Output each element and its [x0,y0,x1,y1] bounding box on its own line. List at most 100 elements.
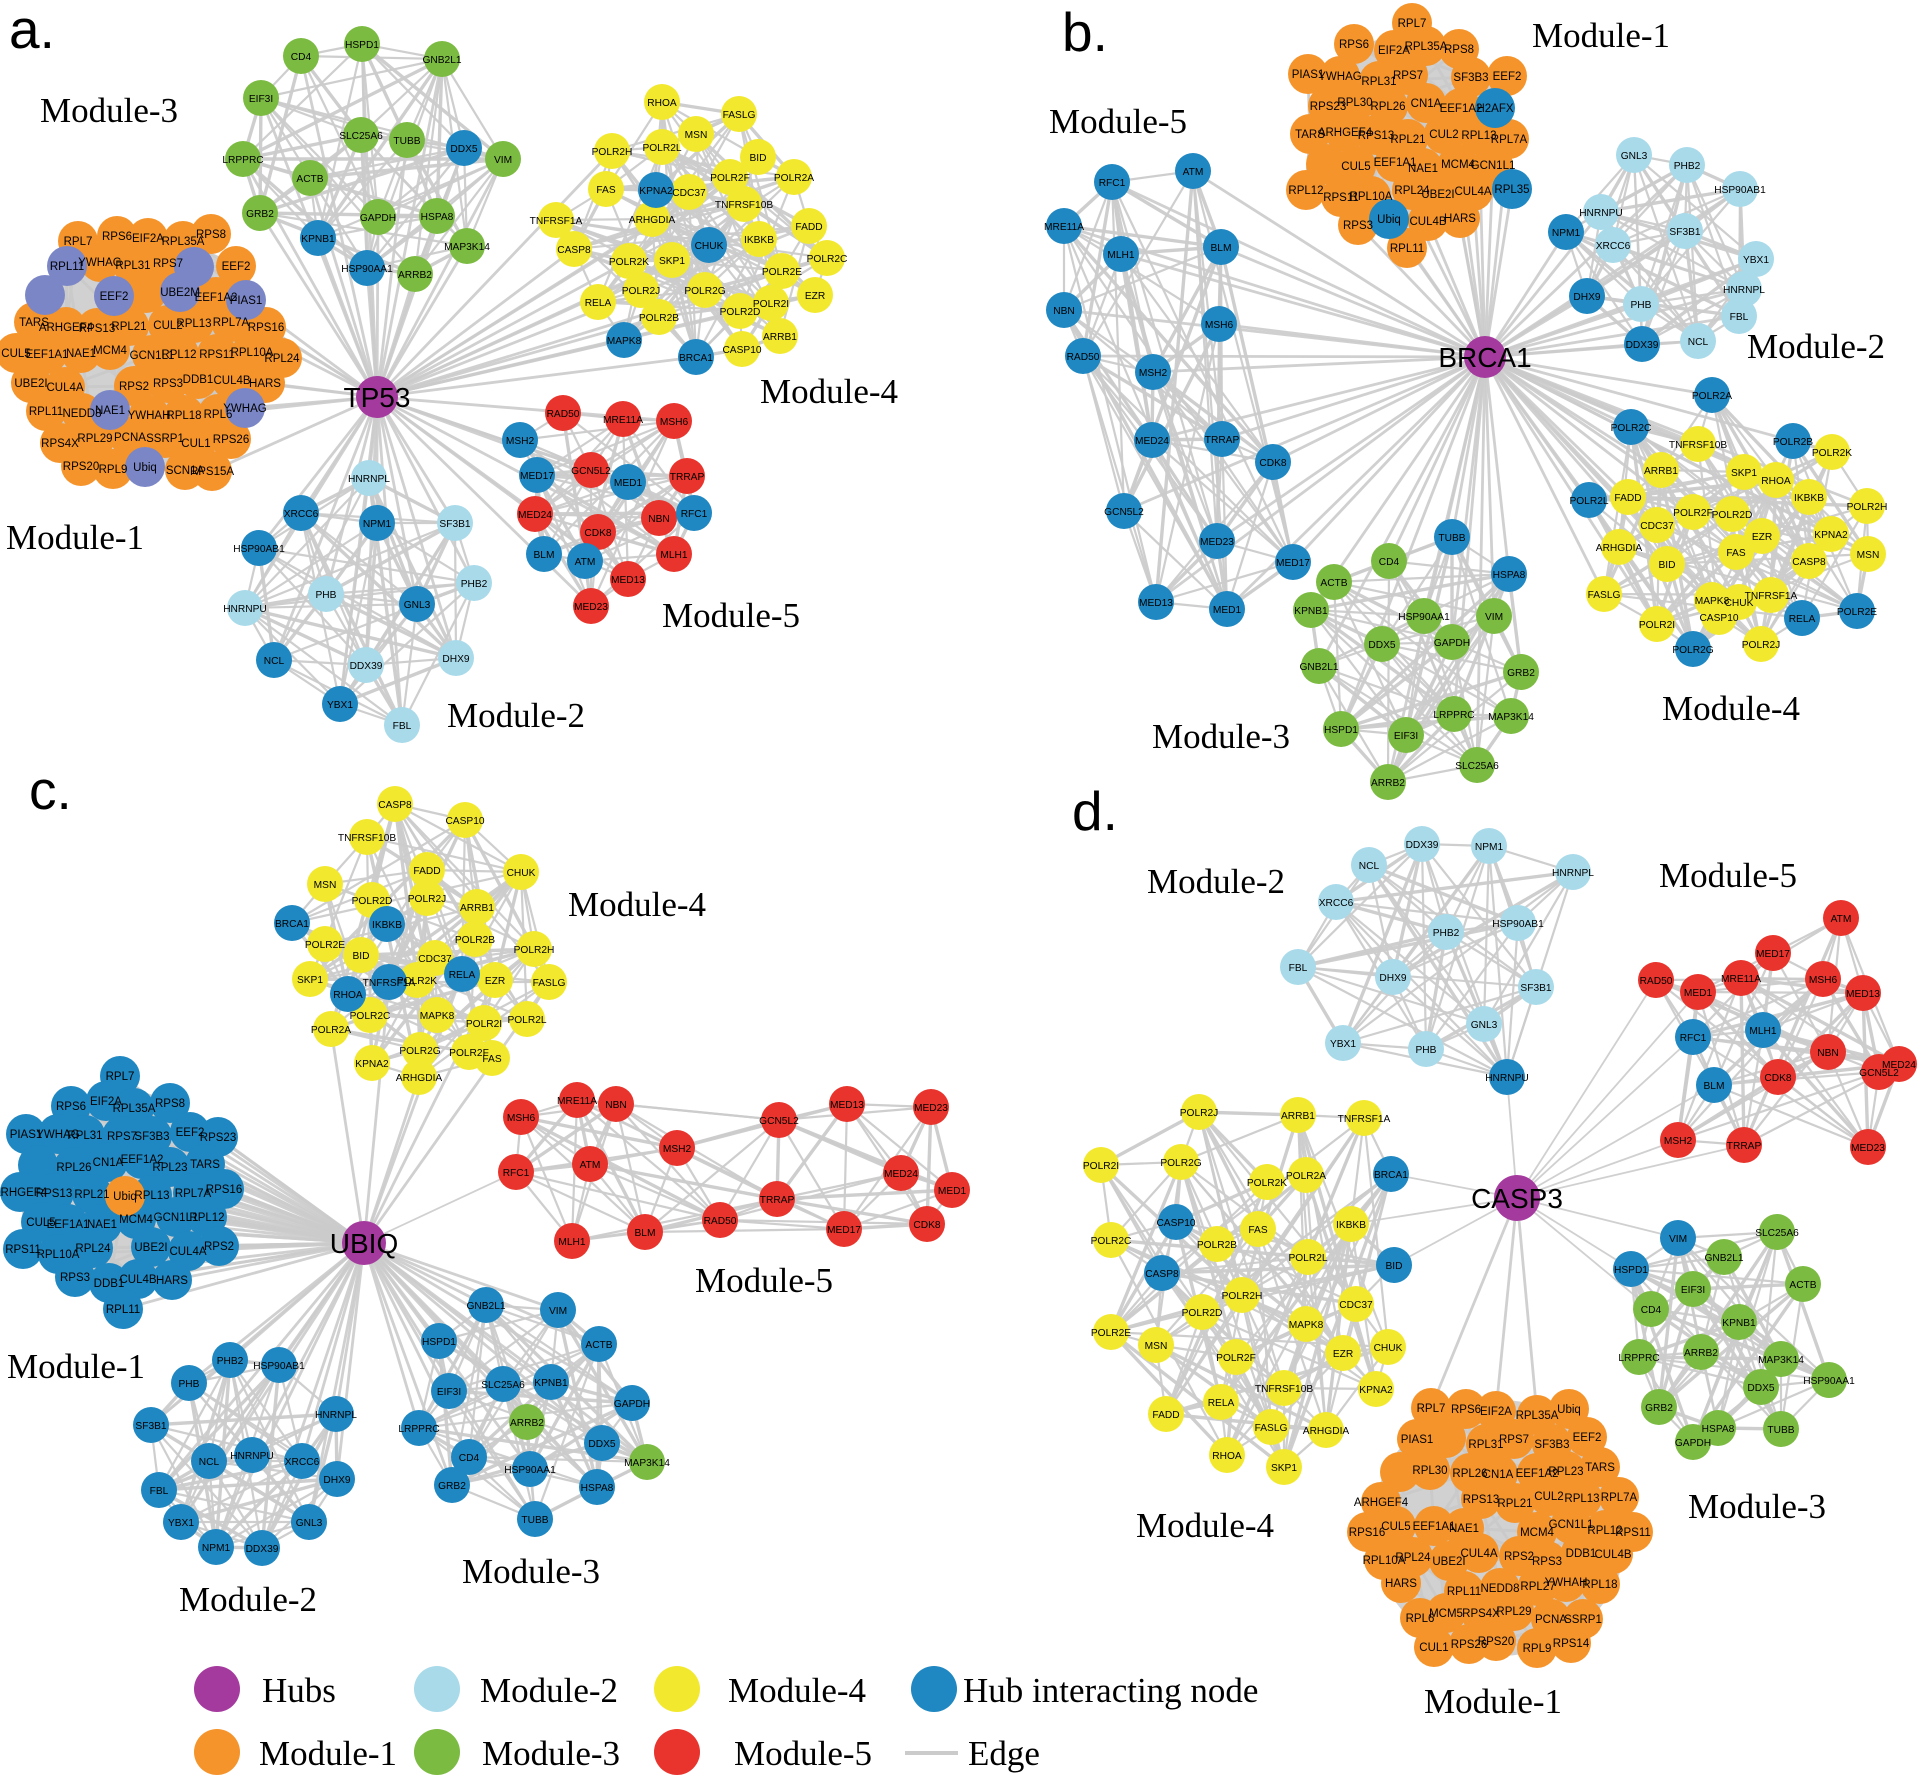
svg-text:RPL30: RPL30 [1412,1465,1447,1477]
svg-text:NPM1: NPM1 [202,1543,231,1554]
svg-text:RPS26: RPS26 [213,434,249,446]
svg-text:CDK8: CDK8 [1259,458,1287,469]
svg-text:MSH2: MSH2 [1664,1136,1693,1147]
svg-text:GAPDH: GAPDH [1675,1438,1711,1449]
svg-text:FASLG: FASLG [533,978,566,989]
svg-text:MAPK8: MAPK8 [420,1011,455,1022]
svg-text:BID: BID [750,153,767,164]
svg-text:HSP90AB1: HSP90AB1 [1714,185,1766,196]
svg-text:Module-5: Module-5 [1659,856,1797,895]
svg-text:POLR2D: POLR2D [1712,510,1753,521]
svg-text:RPL12: RPL12 [1587,1525,1622,1537]
svg-text:RPS6: RPS6 [1451,1404,1481,1416]
svg-text:NEDD8: NEDD8 [1481,1583,1520,1595]
svg-text:ARRB1: ARRB1 [763,332,797,343]
svg-text:MED13: MED13 [1846,989,1880,1000]
svg-text:MED13: MED13 [1139,598,1173,609]
svg-text:CUL5: CUL5 [1341,161,1370,173]
svg-text:CASP8: CASP8 [378,800,412,811]
svg-text:IKBKB: IKBKB [1794,493,1824,504]
svg-text:TRRAP: TRRAP [670,472,705,483]
svg-text:NPM1: NPM1 [1475,842,1504,853]
svg-text:POLR2C: POLR2C [1611,423,1652,434]
svg-text:CHUK: CHUK [507,868,536,879]
svg-text:HNRNPL: HNRNPL [348,474,390,485]
svg-text:ARHGEF4: ARHGEF4 [39,322,94,334]
svg-text:GRB2: GRB2 [1507,668,1535,679]
svg-text:PHB: PHB [316,590,337,601]
svg-text:POLR2C: POLR2C [350,1011,391,1022]
svg-text:GNB2L1: GNB2L1 [466,1301,505,1312]
svg-text:RPL27: RPL27 [1520,1581,1555,1593]
svg-text:Module-3: Module-3 [462,1552,600,1591]
svg-text:H2AFX: H2AFX [1476,103,1513,115]
svg-text:RPS7: RPS7 [1393,70,1423,82]
svg-text:GNL3: GNL3 [1621,151,1648,162]
svg-text:PIAS1: PIAS1 [1401,1434,1434,1446]
svg-text:BLM: BLM [635,1228,656,1239]
svg-text:RPL7: RPL7 [106,1071,135,1083]
svg-text:NAE1: NAE1 [95,405,125,417]
svg-text:TARS: TARS [19,317,49,329]
svg-text:SF3B3: SF3B3 [1534,1439,1569,1451]
svg-text:SSRP1: SSRP1 [146,433,184,445]
svg-text:CASP10: CASP10 [722,345,761,356]
svg-text:RPS2: RPS2 [1504,1551,1534,1563]
svg-text:TARS: TARS [190,1159,220,1171]
svg-text:HNRNPL: HNRNPL [1552,868,1594,879]
svg-text:RPS11: RPS11 [1323,192,1359,204]
svg-text:CUL4B: CUL4B [1594,1549,1631,1561]
svg-text:NAE1: NAE1 [1449,1523,1479,1535]
svg-text:RPL35: RPL35 [1494,184,1529,196]
svg-text:HSPD1: HSPD1 [345,40,379,51]
svg-text:CUL1: CUL1 [1419,1642,1448,1654]
svg-text:ATM: ATM [580,1160,601,1171]
svg-text:MRE11A: MRE11A [557,1096,597,1107]
svg-text:HSPD1: HSPD1 [1614,1265,1648,1276]
svg-text:SSRP1: SSRP1 [1564,1614,1602,1626]
svg-text:RPL24: RPL24 [1395,1552,1431,1564]
svg-text:RPS7: RPS7 [107,1131,137,1143]
svg-text:GNL3: GNL3 [404,600,431,611]
svg-text:PHB2: PHB2 [461,579,488,590]
svg-text:HARS: HARS [1444,213,1476,225]
svg-text:DDX39: DDX39 [246,1544,279,1555]
svg-text:POLR2L: POLR2L [1569,496,1608,507]
svg-text:CD4: CD4 [459,1453,480,1464]
svg-text:DDX5: DDX5 [1747,1383,1775,1394]
svg-text:POLR2L: POLR2L [507,1015,546,1026]
svg-text:CASP8: CASP8 [1792,557,1826,568]
svg-text:MRE11A: MRE11A [603,415,643,426]
svg-text:POLR2H: POLR2H [514,945,555,956]
svg-text:EEF2: EEF2 [1493,71,1522,83]
svg-text:POLR2L: POLR2L [1288,1253,1327,1264]
svg-text:TUBB: TUBB [1767,1425,1794,1436]
svg-text:MCM4: MCM4 [1441,159,1475,171]
svg-text:EEF2: EEF2 [100,291,129,303]
svg-text:ARRB2: ARRB2 [1684,1348,1718,1359]
svg-text:SKP1: SKP1 [659,256,685,267]
svg-text:HNRNPU: HNRNPU [1579,208,1623,219]
svg-text:IKBKB: IKBKB [744,235,774,246]
svg-text:RPL10A: RPL10A [231,347,274,359]
svg-text:RPS13: RPS13 [1358,130,1394,142]
svg-text:NCL: NCL [199,1457,220,1468]
svg-text:EZR: EZR [1752,532,1772,543]
svg-text:RELA: RELA [1208,1398,1235,1409]
svg-text:HSP90AA1: HSP90AA1 [1803,1376,1855,1387]
svg-text:RPL31: RPL31 [1468,1439,1503,1451]
svg-text:HSP90AB1: HSP90AB1 [253,1361,305,1372]
svg-text:CUL2: CUL2 [1534,1491,1563,1503]
svg-text:MED24: MED24 [1135,436,1169,447]
svg-text:UBE2I: UBE2I [1421,189,1454,201]
svg-text:TNFRSF1A: TNFRSF1A [1745,591,1798,602]
svg-text:POLR2D: POLR2D [1182,1308,1223,1319]
svg-text:NBN: NBN [605,1100,627,1111]
svg-text:CDC37: CDC37 [418,954,452,965]
svg-text:CN1A: CN1A [1411,98,1442,110]
svg-text:MED24: MED24 [1882,1060,1916,1071]
svg-text:RAD50: RAD50 [547,409,580,420]
svg-text:RPL23: RPL23 [1548,1466,1583,1478]
svg-text:GCN5L2: GCN5L2 [571,466,611,477]
svg-text:GCN5L2: GCN5L2 [1859,1068,1899,1079]
